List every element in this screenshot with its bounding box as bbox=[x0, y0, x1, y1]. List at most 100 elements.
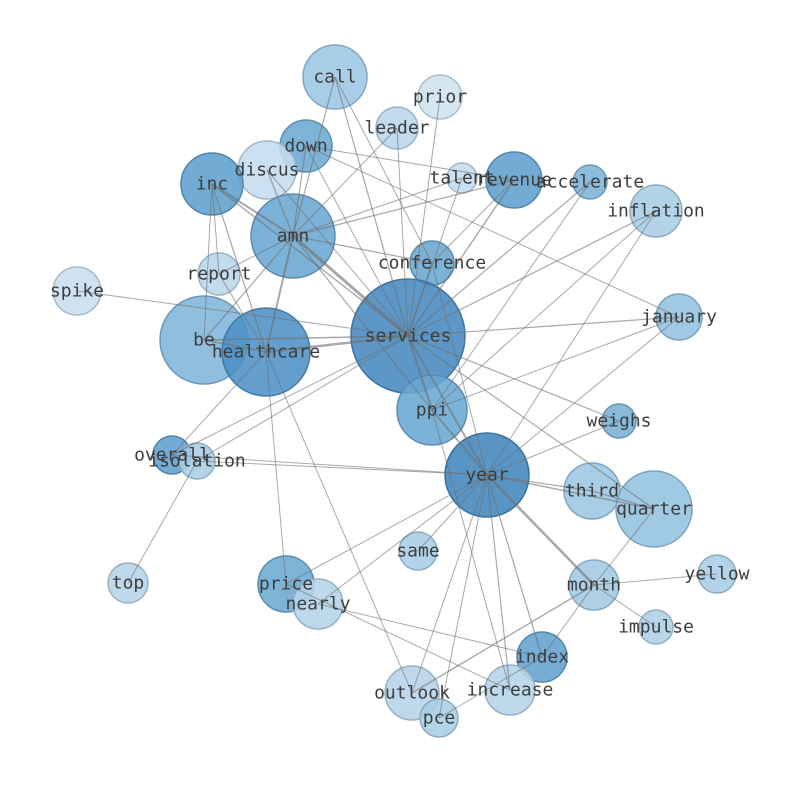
node-label-spike: spike bbox=[50, 281, 104, 302]
edge-accelerate-services bbox=[407, 181, 591, 337]
node-label-report: report bbox=[186, 264, 251, 285]
edge-revenue-amn bbox=[292, 179, 515, 237]
node-label-conference: conference bbox=[378, 253, 486, 274]
edge-leader-services bbox=[396, 127, 409, 337]
edge-revenue-conference bbox=[431, 179, 515, 264]
node-label-pce: pce bbox=[423, 708, 456, 729]
node-label-leader: leader bbox=[364, 118, 429, 139]
edge-amn-healthcare bbox=[265, 235, 294, 353]
edge-call-amn bbox=[292, 76, 336, 237]
edge-isolation-services bbox=[196, 335, 409, 462]
edge-discus-services bbox=[266, 169, 409, 337]
node-label-year: year bbox=[465, 465, 509, 486]
edge-year-index bbox=[486, 474, 543, 658]
edge-ppi-services bbox=[406, 335, 434, 411]
node-label-price: price bbox=[259, 574, 313, 595]
edge-be-healthcare bbox=[203, 339, 267, 353]
node-label-isolation: isolation bbox=[148, 451, 246, 472]
edge-index-pce bbox=[438, 656, 543, 719]
node-label-weighs: weighs bbox=[586, 411, 651, 432]
edge-overall-services bbox=[171, 335, 409, 456]
edge-quarter-month bbox=[593, 508, 655, 586]
edge-down-january bbox=[305, 145, 680, 318]
node-label-accelerate: accelerate bbox=[536, 172, 644, 193]
node-label-overall: overall bbox=[134, 445, 210, 466]
edge-call-services bbox=[334, 76, 409, 337]
node-label-talent: talent bbox=[429, 168, 494, 189]
edge-month-yellow bbox=[593, 573, 718, 586]
edge-year-same bbox=[417, 474, 488, 552]
edge-january-services bbox=[407, 316, 680, 337]
edge-year-quarter bbox=[486, 474, 655, 510]
edge-year-third bbox=[486, 474, 593, 492]
edge-amn-services bbox=[292, 234, 409, 338]
node-label-call: call bbox=[313, 67, 356, 88]
node-label-january: january bbox=[641, 307, 717, 328]
edge-down-services bbox=[305, 145, 409, 337]
edge-report-amn bbox=[218, 235, 294, 275]
edge-overall-year bbox=[171, 454, 488, 476]
edge-healthcare-price bbox=[265, 351, 287, 585]
edge-conference-year bbox=[431, 262, 488, 476]
edge-down-revenue bbox=[305, 145, 515, 181]
node-label-outlook: outlook bbox=[374, 683, 450, 704]
node-label-increase: increase bbox=[467, 680, 554, 701]
edge-inflation-services bbox=[407, 210, 657, 337]
edge-quarter-services bbox=[407, 335, 655, 510]
edge-inc-be bbox=[203, 183, 213, 341]
edge-weighs-year bbox=[486, 420, 620, 476]
edge-call-conference bbox=[334, 76, 433, 264]
node-label-revenue: revenue bbox=[476, 170, 552, 191]
edge-conference-amn bbox=[292, 235, 433, 264]
node-label-same: same bbox=[396, 541, 439, 562]
edge-year-month bbox=[486, 474, 595, 586]
edge-be-services bbox=[203, 335, 409, 341]
edge-inc-healthcare bbox=[211, 183, 267, 353]
node-label-index: index bbox=[515, 647, 569, 668]
node-label-inflation: inflation bbox=[607, 201, 705, 222]
node-label-yellow: yellow bbox=[684, 564, 749, 585]
node-label-prior: prior bbox=[413, 87, 467, 108]
edge-ppi-year bbox=[431, 409, 488, 476]
edge-talent-amn bbox=[292, 177, 463, 237]
node-label-be: be bbox=[193, 330, 215, 351]
edge-discus-amn bbox=[266, 169, 294, 237]
edge-prior-services bbox=[407, 96, 441, 337]
edge-services-healthcare bbox=[265, 334, 409, 354]
edge-inc-services bbox=[211, 183, 409, 337]
edge-leader-amn bbox=[292, 127, 398, 237]
edge-spike-services bbox=[76, 290, 409, 337]
edge-inc-report bbox=[211, 183, 220, 275]
node-label-healthcare: healthcare bbox=[212, 342, 320, 363]
node-label-discus: discus bbox=[234, 160, 299, 181]
edge-year-increase bbox=[486, 474, 511, 691]
edge-year-outlook bbox=[411, 474, 488, 694]
edge-healthcare-outlook bbox=[265, 351, 413, 694]
edge-inflation-year bbox=[486, 210, 657, 476]
node-label-quarter: quarter bbox=[616, 499, 692, 520]
graph-edges bbox=[76, 76, 718, 719]
node-label-amn: amn bbox=[277, 226, 310, 247]
node-label-impulse: impulse bbox=[618, 617, 694, 638]
node-label-services: services bbox=[365, 326, 452, 347]
edge-overall-healthcare bbox=[171, 351, 267, 456]
edge-isolation-top bbox=[127, 460, 198, 584]
edge-conference-services bbox=[407, 262, 433, 337]
edge-year-pce bbox=[438, 474, 488, 719]
edge-down-amn bbox=[292, 145, 307, 237]
edge-year-services bbox=[407, 335, 488, 476]
edge-revenue-services bbox=[407, 179, 515, 337]
node-label-nearly: nearly bbox=[285, 594, 350, 615]
node-label-top: top bbox=[112, 573, 145, 594]
edge-inc-amn bbox=[211, 183, 294, 237]
edge-index-nearly bbox=[317, 603, 543, 658]
edge-january-ppi bbox=[431, 316, 680, 411]
edge-third-quarter bbox=[591, 490, 655, 510]
node-label-third: third bbox=[565, 481, 619, 502]
node-label-ppi: ppi bbox=[416, 400, 449, 421]
edge-price-increase bbox=[285, 583, 511, 691]
edge-year-nearly bbox=[317, 474, 488, 605]
edge-month-impulse bbox=[593, 584, 657, 628]
